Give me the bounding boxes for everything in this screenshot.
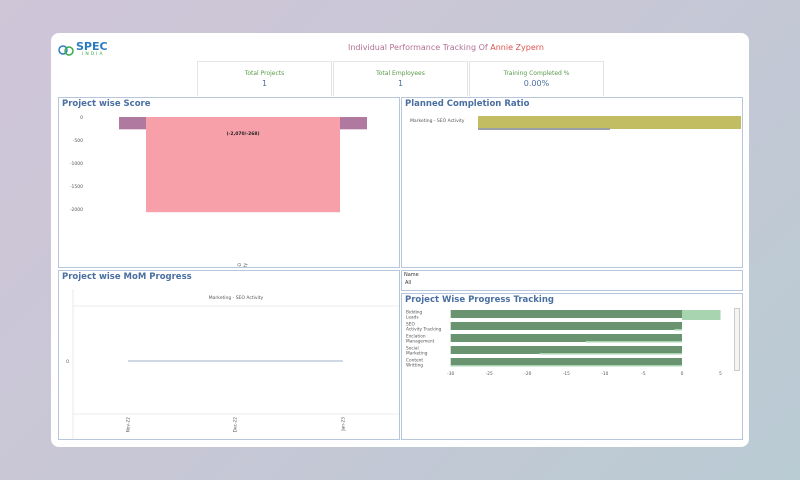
bar-light	[539, 353, 682, 355]
x-tick-label: -20	[524, 371, 531, 377]
kpi-label: Total Employees	[376, 70, 425, 77]
x-tick-label: -30	[447, 371, 454, 377]
logo-mark-icon	[58, 44, 74, 56]
x-tick-label: Jan-23	[341, 417, 347, 432]
logo: SPEC INDIA	[58, 41, 108, 58]
x-tick-label: Activity	[243, 263, 249, 267]
x-tick-label: -10	[601, 371, 608, 377]
bar-dark	[450, 310, 682, 318]
reference-bar-left	[119, 117, 146, 130]
data-label: (-2,070/-268)	[226, 131, 259, 137]
panel-title: Planned Completion Ratio	[405, 99, 530, 109]
planned-completion-panel: Planned Completion Ratio Marketing - SEO…	[401, 97, 743, 268]
filter-label: Name	[404, 272, 419, 278]
kpi-training-completed: Training Completed % 0.00%	[469, 61, 604, 96]
x-tick-label: -5	[641, 371, 646, 377]
bar-dark	[450, 322, 682, 330]
actual-bar[interactable]	[478, 128, 610, 130]
kpi-value: 1	[261, 79, 268, 88]
x-tick-label: 0	[681, 371, 684, 377]
scrollbar[interactable]	[734, 308, 740, 371]
panel-title: Project wise MoM Progress	[62, 272, 192, 282]
category-label: Exclation	[406, 334, 426, 340]
panel-title: Project Wise Progress Tracking	[405, 295, 554, 305]
category-label: Marketing	[406, 351, 428, 357]
kpi-value: 0.00%	[523, 79, 550, 88]
category-label: Marketing - SEO Activity	[410, 119, 465, 124]
x-tick-label: Dec-22	[233, 417, 239, 433]
x-tick-label: Marketing - SEO	[237, 263, 243, 267]
bar-light	[674, 329, 682, 331]
y-tick-label: -1500	[70, 184, 83, 190]
kpi-value: 1	[397, 79, 404, 88]
logo-text: SPEC	[76, 40, 108, 53]
x-tick-label: -15	[563, 371, 570, 377]
panel-title: Project wise Score	[62, 99, 151, 109]
name-filter[interactable]: Name All	[401, 270, 743, 291]
category-label: Management	[406, 339, 435, 345]
project-score-panel: Project wise Score 0 -500 -1000 -1500 -2000 (…	[58, 97, 400, 268]
x-tick-label: -25	[486, 371, 493, 377]
mom-chart: Marketing - SEO Activity 0 Nov-22 Dec-22 Jan…	[66, 289, 399, 439]
bar-dark	[450, 346, 682, 354]
bar-light	[585, 341, 682, 343]
kpi-total-employees: Total Employees 1	[333, 61, 468, 96]
category-label: Bidding	[406, 310, 423, 316]
logo-sub: INDIA	[82, 52, 105, 57]
category-label: Leads	[406, 315, 419, 321]
score-bar	[146, 117, 340, 213]
facet-header: Marketing - SEO Activity	[209, 295, 264, 301]
filter-value[interactable]: All	[405, 280, 412, 286]
employee-name: Annie Zypern	[490, 43, 544, 52]
score-chart: 0 -500 -1000 -1500 -2000 (-2,070/-268) Marketi…	[70, 115, 367, 267]
bar-light	[682, 310, 721, 320]
reference-bar-right	[340, 117, 367, 130]
category-label: Content	[406, 358, 423, 364]
x-tick-label: 5	[719, 371, 722, 377]
y-tick-label: -500	[73, 138, 83, 144]
kpi-total-projects: Total Projects 1	[197, 61, 332, 96]
planned-bar[interactable]	[478, 116, 741, 129]
kpi-label: Training Completed %	[503, 70, 570, 77]
mom-progress-panel: Project wise MoM Progress Marketing - SE…	[58, 270, 400, 440]
category-label: Activity Tracking	[406, 327, 442, 333]
y-tick-label: 0	[80, 115, 83, 121]
bar-dark	[450, 334, 682, 342]
category-label: Writting	[406, 363, 423, 369]
bar-light	[450, 365, 682, 367]
title-prefix: Individual Performance Tracking Of	[348, 43, 491, 52]
y-tick-label: -2000	[70, 207, 83, 213]
x-tick-label: Nov-22	[126, 417, 132, 433]
category-label: Social	[406, 346, 419, 352]
y-tick-label: 0	[66, 359, 69, 365]
kpi-label: Total Projects	[244, 70, 285, 77]
page-title: Individual Performance Tracking Of Annie…	[348, 43, 544, 53]
bar-dark	[450, 358, 682, 366]
category-label: SEO	[406, 322, 415, 328]
y-tick-label: -1000	[70, 161, 83, 167]
progress-tracking-panel: Project Wise Progress Tracking Bidding Le…	[401, 293, 743, 440]
